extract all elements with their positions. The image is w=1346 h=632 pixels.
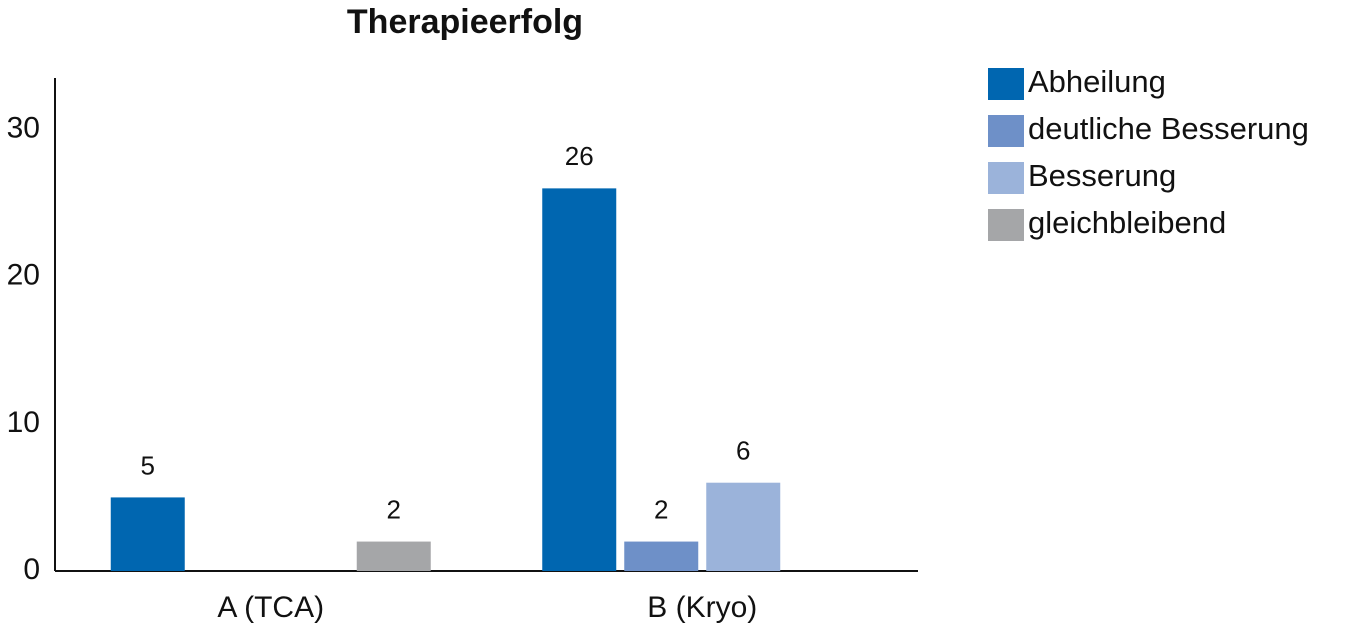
bar xyxy=(542,188,617,571)
bar xyxy=(624,541,699,571)
value-label: 2 xyxy=(387,494,401,524)
legend-label: deutliche Besserung xyxy=(1028,111,1309,146)
bar xyxy=(110,497,185,571)
bar xyxy=(356,541,431,571)
legend-swatch xyxy=(988,115,1024,147)
legend-label: gleichbleibend xyxy=(1028,205,1226,240)
y-tick-label: 0 xyxy=(23,553,40,586)
x-tick-label: A (TCA) xyxy=(217,591,324,624)
x-tick-label: B (Kryo) xyxy=(647,591,757,624)
y-tick-label: 10 xyxy=(7,406,40,439)
y-tick-label: 30 xyxy=(7,111,40,144)
legend-swatch xyxy=(988,162,1024,194)
legend-swatch xyxy=(988,209,1024,241)
legend-label: Besserung xyxy=(1028,158,1176,193)
value-label: 2 xyxy=(654,494,668,524)
bar xyxy=(706,482,781,571)
chart-title: Therapieerfolg xyxy=(347,3,583,41)
legend-swatch xyxy=(988,68,1024,100)
y-tick-label: 20 xyxy=(7,259,40,292)
legend-label: Abheilung xyxy=(1028,64,1166,99)
value-label: 6 xyxy=(736,436,750,466)
value-label: 26 xyxy=(565,141,594,171)
value-label: 5 xyxy=(141,450,155,480)
